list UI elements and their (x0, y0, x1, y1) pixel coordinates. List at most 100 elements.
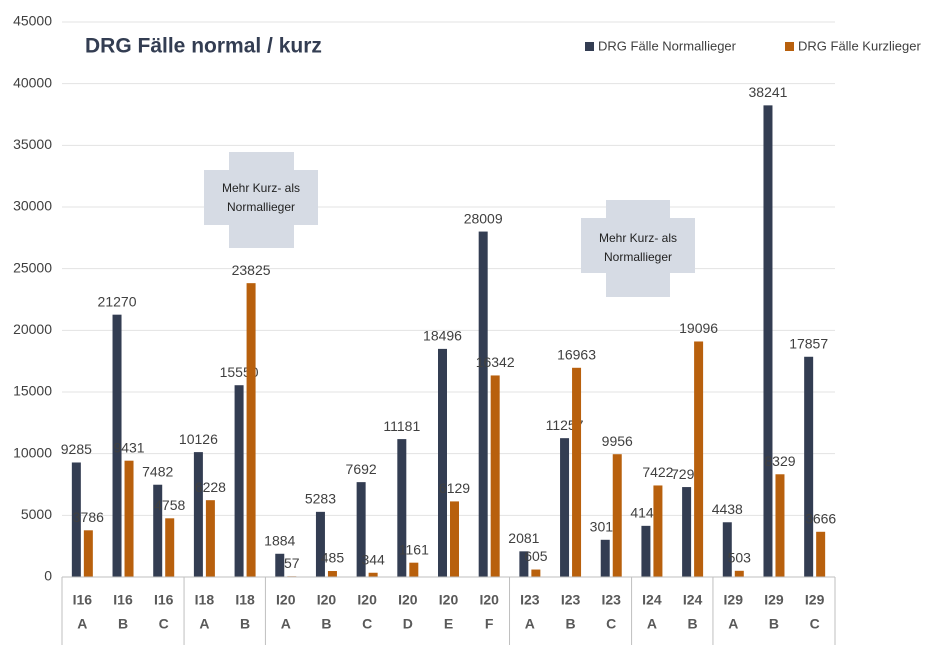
value-label: 10126 (179, 431, 218, 447)
bar (804, 356, 814, 577)
value-label: 28009 (464, 210, 503, 226)
x-group-label: I29 (805, 592, 825, 608)
y-tick-label: 25000 (13, 259, 52, 275)
value-label: 2081 (508, 530, 539, 546)
bar (560, 438, 570, 577)
annotation: Normallieger (227, 200, 295, 214)
x-sub-label: B (240, 616, 250, 632)
value-label: 9285 (61, 441, 92, 457)
y-tick-label: 0 (44, 568, 52, 584)
y-tick-label: 10000 (13, 444, 52, 460)
x-sub-label: A (647, 616, 657, 632)
chart-title: DRG Fälle normal / kurz (85, 35, 322, 58)
value-label: 5283 (305, 491, 336, 507)
value-label: 21270 (98, 293, 137, 309)
bar (275, 553, 285, 577)
value-label: 16963 (557, 346, 596, 362)
bar (71, 462, 81, 577)
value-label: 57 (284, 555, 300, 571)
value-label: 38241 (749, 84, 788, 100)
bar (519, 551, 529, 577)
y-tick-label: 5000 (21, 506, 52, 522)
x-sub-label: A (199, 616, 209, 632)
x-group-label: I29 (724, 592, 744, 608)
bar (438, 348, 447, 577)
annotation: Mehr Kurz- als (599, 231, 677, 245)
x-sub-label: F (485, 616, 494, 632)
x-sub-label: B (688, 616, 698, 632)
bar (112, 314, 122, 577)
value-label: 7482 (142, 463, 173, 479)
bar (490, 375, 500, 577)
bar (83, 530, 93, 577)
x-sub-label: E (444, 616, 453, 632)
bar (246, 283, 256, 577)
x-group-label: I23 (602, 592, 622, 608)
value-label: 23825 (232, 262, 271, 278)
x-group-label: I29 (764, 592, 784, 608)
annotation: Normallieger (604, 250, 672, 264)
bar (409, 562, 419, 577)
x-sub-label: A (77, 616, 87, 632)
x-sub-label: C (810, 616, 820, 632)
bar (478, 231, 488, 577)
value-label: 4438 (712, 501, 743, 517)
annotation: Mehr Kurz- als (222, 181, 300, 195)
bar (397, 439, 407, 577)
bar (694, 341, 704, 577)
x-group-label: I23 (561, 592, 581, 608)
x-sub-label: A (728, 616, 738, 632)
bar (572, 367, 582, 577)
x-sub-label: C (159, 616, 169, 632)
value-label: 1161 (399, 541, 429, 557)
value-label: 6228 (195, 479, 226, 495)
x-group-label: I20 (439, 592, 459, 608)
bar (368, 572, 378, 577)
x-group-label: I16 (73, 592, 93, 608)
x-sub-label: C (606, 616, 616, 632)
annotation-box (204, 152, 318, 248)
x-sub-label: B (321, 616, 331, 632)
annotation-box (581, 200, 695, 297)
value-label: 605 (524, 548, 548, 564)
bar (612, 454, 622, 577)
bar (816, 531, 826, 577)
x-group-label: I20 (357, 592, 377, 608)
x-group-label: I20 (317, 592, 337, 608)
bar (165, 518, 175, 577)
value-label: 7692 (346, 461, 377, 477)
x-group-label: I20 (479, 592, 499, 608)
legend-swatch (585, 42, 594, 51)
x-sub-label: A (525, 616, 535, 632)
bar (653, 485, 663, 577)
value-label: 16342 (476, 354, 515, 370)
value-label: 9431 (113, 439, 144, 455)
value-label: 485 (321, 550, 345, 566)
bar (763, 105, 773, 578)
y-tick-label: 30000 (13, 198, 52, 214)
y-tick-label: 40000 (13, 74, 52, 90)
value-label: 7422 (642, 464, 673, 480)
x-sub-label: B (769, 616, 779, 632)
x-sub-label: D (403, 616, 413, 632)
legend-label: DRG Fälle Normallieger (598, 38, 737, 53)
x-group-label: I18 (195, 592, 215, 608)
legend-label: DRG Fälle Kurzlieger (798, 38, 921, 53)
value-label: 8329 (764, 453, 795, 469)
bar (682, 487, 692, 577)
value-label: 11181 (383, 418, 420, 434)
bar (775, 474, 785, 577)
value-label: 3666 (805, 510, 836, 526)
y-tick-label: 45000 (13, 13, 52, 29)
x-group-label: I20 (276, 592, 296, 608)
bar (356, 482, 366, 577)
x-group-label: I18 (235, 592, 255, 608)
bar (193, 452, 203, 577)
bar (124, 460, 134, 577)
value-label: 3786 (73, 509, 104, 525)
value-label: 1884 (264, 532, 295, 548)
legend-swatch (785, 42, 794, 51)
x-group-label: I20 (398, 592, 418, 608)
bar (315, 511, 325, 577)
